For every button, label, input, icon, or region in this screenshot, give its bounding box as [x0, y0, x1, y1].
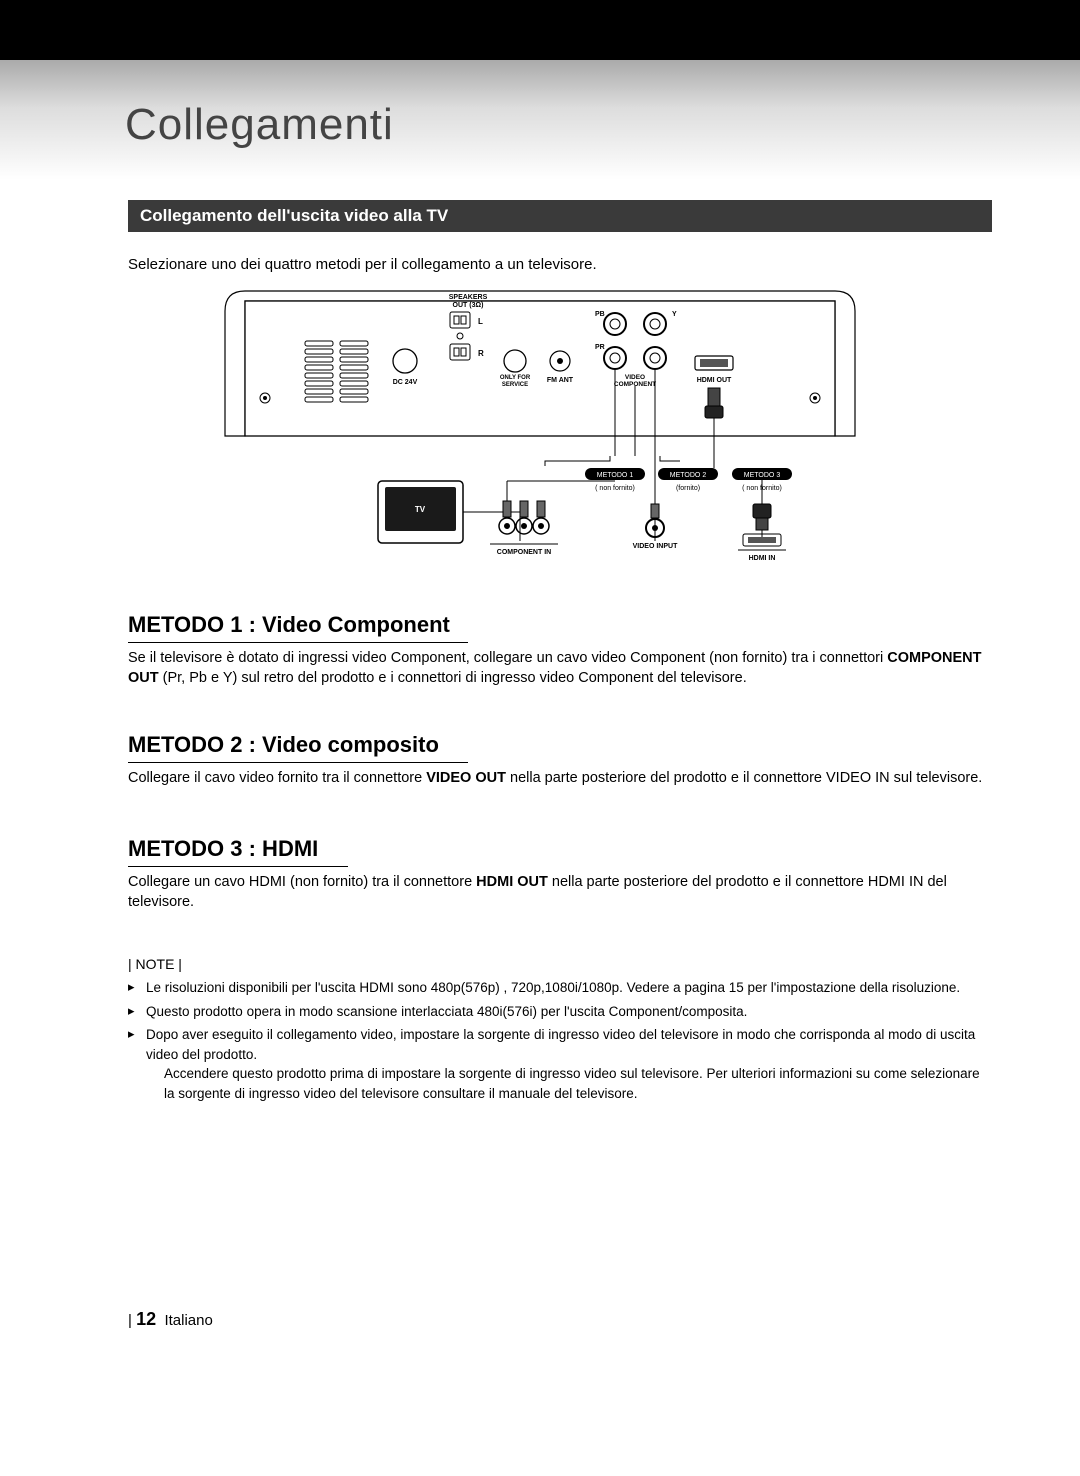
intro-text: Selezionare uno dei quattro metodi per i… — [128, 256, 992, 273]
note-item-3: Dopo aver eseguito il collegamento video… — [128, 1025, 992, 1103]
diagram-metodo2-sub: (fornito) — [676, 485, 700, 492]
diagram-speakers-label1: SPEAKERS — [449, 294, 488, 301]
diagram-metodo1-label: METODO 1 — [597, 472, 634, 479]
method3-body: Collegare un cavo HDMI (non fornito) tra… — [128, 873, 992, 912]
diagram-hdmiin-label: HDMI IN — [749, 555, 776, 562]
diagram-y-label: Y — [672, 311, 677, 318]
page-title: Collegamenti — [125, 100, 394, 150]
method1-block: METODO 1 : Video Component Se il televis… — [128, 612, 992, 688]
diagram-R-label: R — [478, 349, 484, 358]
method2-bold: VIDEO OUT — [426, 770, 506, 786]
method3-body-1: Collegare un cavo HDMI (non fornito) tra… — [128, 874, 476, 890]
note-item-1: Le risoluzioni disponibili per l'uscita … — [128, 978, 992, 998]
page-footer: | 12 Italiano — [128, 1309, 213, 1330]
connection-diagram: DC 24V SPEAKERS OUT (3Ω) L R ONLY FOR SE… — [220, 286, 860, 576]
diagram-speakers-label2: OUT (3Ω) — [453, 302, 484, 309]
method1-body-1: Se il televisore è dotato di ingressi vi… — [128, 650, 887, 666]
method3-bold: HDMI OUT — [476, 874, 548, 890]
note-item-3-text: Dopo aver eseguito il collegamento video… — [146, 1027, 975, 1062]
diagram-vidcomp-label1: VIDEO — [625, 374, 645, 381]
section-heading-bar: Collegamento dell'uscita video alla TV — [128, 200, 992, 232]
diagram-metodo2-label: METODO 2 — [670, 472, 707, 479]
diagram-pb-label: PB — [595, 311, 605, 318]
diagram-service-label2: SERVICE — [502, 382, 528, 388]
header-black-strip — [0, 0, 1080, 60]
note-item-3b: Accendere questo prodotto prima di impos… — [146, 1064, 992, 1103]
method1-heading: METODO 1 : Video Component — [128, 612, 468, 643]
diagram-dc24v-label: DC 24V — [393, 379, 418, 386]
method3-block: METODO 3 : HDMI Collegare un cavo HDMI (… — [128, 836, 992, 912]
page-number: 12 — [136, 1309, 156, 1329]
diagram-pr-label: PR — [595, 344, 605, 351]
method2-body-1: Collegare il cavo video fornito tra il c… — [128, 770, 426, 786]
method2-block: METODO 2 : Video composito Collegare il … — [128, 732, 992, 789]
page-lang: Italiano — [164, 1312, 212, 1329]
note-item-2: Questo prodotto opera in modo scansione … — [128, 1002, 992, 1022]
method3-heading: METODO 3 : HDMI — [128, 836, 348, 867]
method1-body-2: (Pr, Pb e Y) sul retro del prodotto e i … — [159, 670, 747, 686]
diagram-componentin-label: COMPONENT IN — [497, 549, 551, 556]
page: Collegamenti Collegamento dell'uscita vi… — [0, 0, 1080, 1476]
diagram-L-label: L — [478, 317, 483, 326]
diagram-metodo3-label: METODO 3 — [744, 472, 781, 479]
method1-body: Se il televisore è dotato di ingressi vi… — [128, 649, 992, 688]
diagram-service-label1: ONLY FOR — [500, 375, 531, 381]
diagram-tv-label: TV — [415, 505, 426, 514]
diagram-fmant-label: FM ANT — [547, 377, 574, 384]
method2-heading: METODO 2 : Video composito — [128, 732, 468, 763]
method2-body-2: nella parte posteriore del prodotto e il… — [506, 770, 982, 786]
method2-body: Collegare il cavo video fornito tra il c… — [128, 769, 992, 789]
diagram-metodo1-sub: ( non fornito) — [595, 485, 635, 492]
notes-heading: | NOTE | — [128, 956, 992, 972]
notes-block: | NOTE | Le risoluzioni disponibili per … — [128, 956, 992, 1107]
notes-list: Le risoluzioni disponibili per l'uscita … — [128, 978, 992, 1103]
diagram-hdmiout-label: HDMI OUT — [697, 377, 732, 384]
diagram-videoinput-label: VIDEO INPUT — [633, 543, 678, 550]
